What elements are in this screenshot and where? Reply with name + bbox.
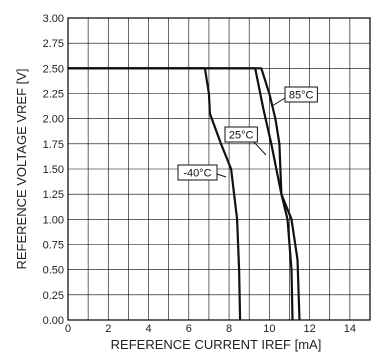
y-tick-label: 1.50 (43, 164, 64, 176)
series-line-85c (68, 67, 301, 321)
y-tick-label: 1.00 (43, 214, 64, 226)
x-tick-label: 8 (226, 323, 232, 335)
tick-labels: 0 2 4 6 8 10 12 14 0.00 0.25 0.50 0.75 1.00 1.25 1.50 1… (43, 13, 356, 335)
y-tick-label: 1.75 (43, 139, 64, 151)
x-tick-label: 14 (344, 323, 356, 335)
annotation-label: -40°C (183, 168, 211, 180)
x-tick-label: 6 (186, 323, 192, 335)
annotation-box (177, 164, 218, 181)
annotation-85c: 85°C (271, 86, 318, 107)
series-line-25c (68, 67, 294, 321)
grid (67, 17, 371, 321)
y-tick-label: 3.00 (43, 13, 64, 25)
x-tick-label: 10 (263, 323, 275, 335)
annotation-label: 85°C (289, 90, 314, 102)
annotation-box (224, 126, 258, 143)
y-tick-label: 2.00 (43, 114, 64, 126)
x-tick-label: 2 (105, 323, 111, 335)
annotation-group: 85°C 25°C -40°C (177, 86, 318, 181)
annotation-25c: 25°C (224, 126, 267, 156)
y-tick-label: 2.25 (43, 89, 64, 101)
y-tick-label: 0.25 (43, 290, 64, 302)
x-tick-label: 0 (65, 323, 71, 335)
x-tick-label: 12 (303, 323, 315, 335)
x-axis-title: REFERENCE CURRENT IREF [mA] (111, 337, 322, 352)
y-tick-label: 2.75 (43, 38, 64, 50)
annotation-leader-line (252, 140, 267, 156)
annotation--40c: -40°C (177, 164, 227, 181)
y-tick-label: 0.50 (43, 265, 64, 277)
annotation-box (284, 86, 318, 103)
series-group (68, 67, 301, 321)
series-line-40c (68, 67, 242, 321)
y-tick-label: 0.00 (43, 315, 64, 327)
y-tick-label: 0.75 (43, 240, 64, 252)
y-tick-label: 2.50 (43, 63, 64, 75)
y-axis-title: REFERENCE VOLTAGE VREF [V] (14, 68, 29, 269)
x-tick-label: 4 (145, 323, 151, 335)
annotation-label: 25°C (229, 130, 254, 142)
plot-frame (67, 17, 371, 321)
y-tick-label: 1.25 (43, 189, 64, 201)
